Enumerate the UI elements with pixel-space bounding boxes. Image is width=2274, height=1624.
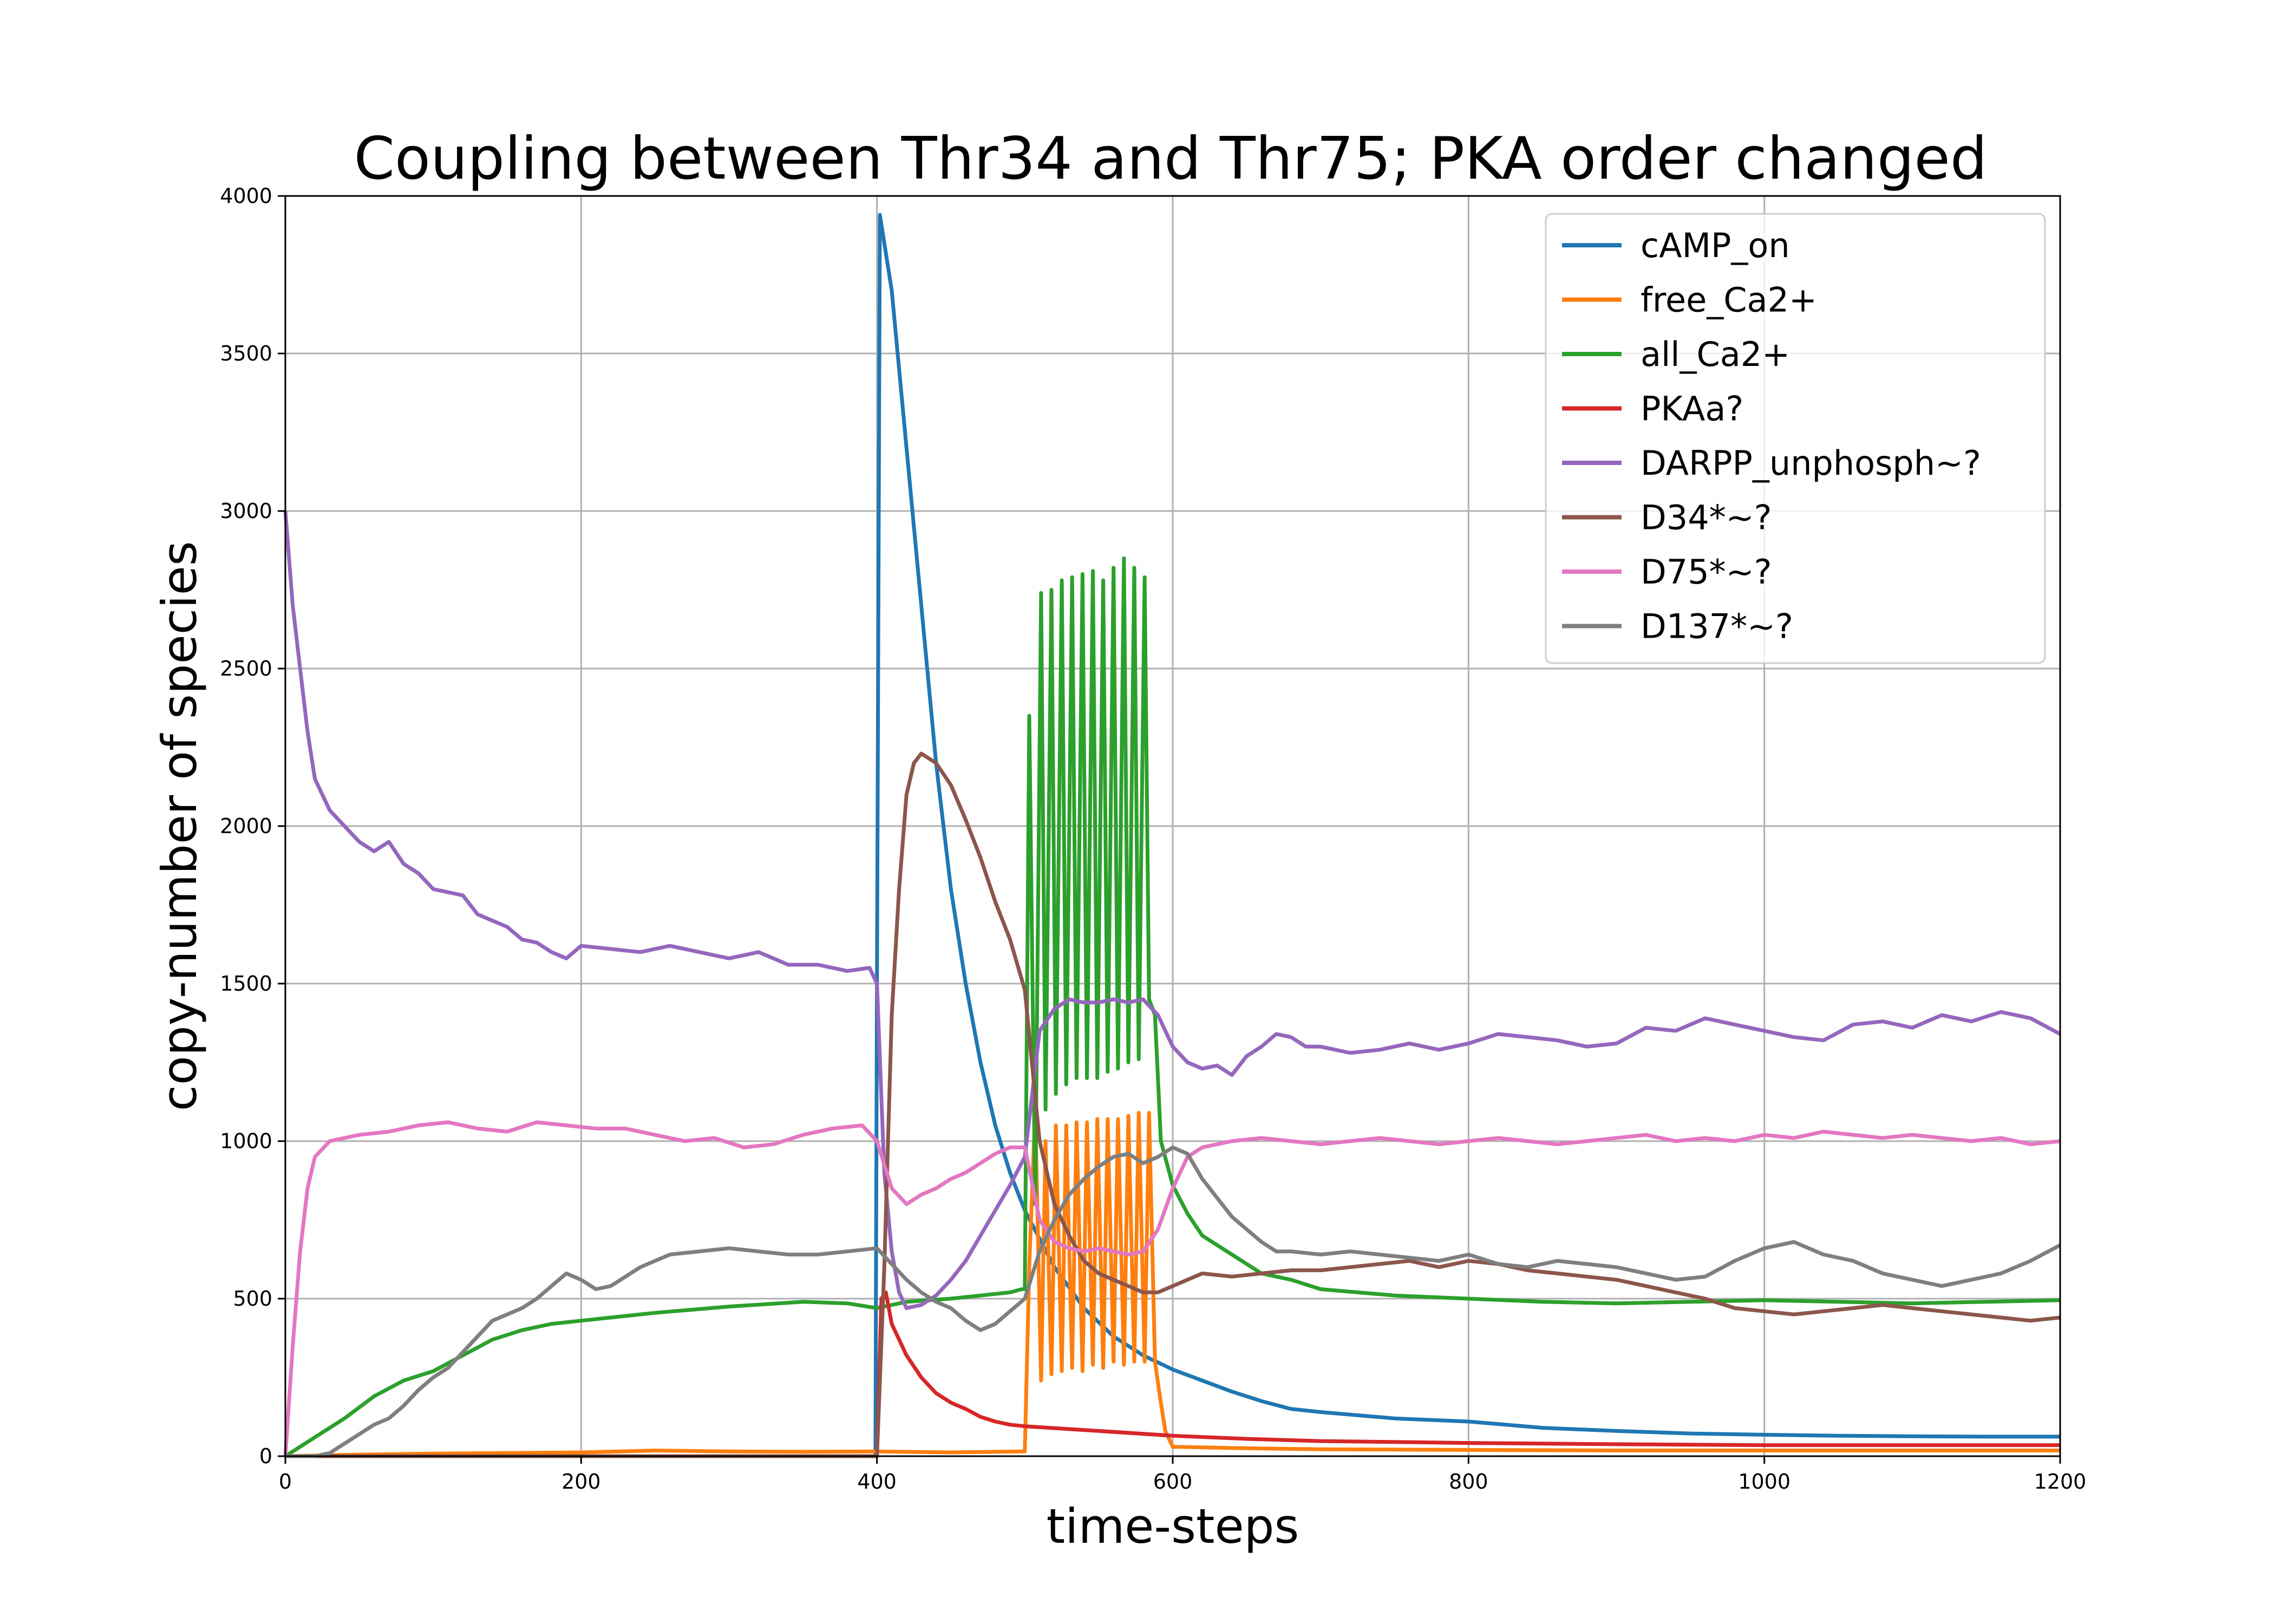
legend-label: all_Ca2+ <box>1641 335 1790 374</box>
y-tick-label: 1000 <box>220 1129 272 1153</box>
legend-label: D137*~? <box>1641 607 1793 646</box>
x-tick-label: 600 <box>1153 1470 1193 1494</box>
x-tick-label: 800 <box>1449 1470 1488 1494</box>
series-line <box>285 1145 2061 1458</box>
y-tick-label: 4000 <box>220 184 272 208</box>
x-tick-label: 400 <box>857 1470 897 1494</box>
legend-label: PKAa? <box>1641 389 1743 429</box>
series-line <box>285 751 2061 1458</box>
x-tick-label: 1200 <box>2034 1470 2087 1494</box>
series-line <box>285 1290 2060 1458</box>
series-line <box>284 556 2061 1458</box>
legend-box <box>1545 213 2046 664</box>
axis-ticks: 0 200 400 600 800 1000 1200 0 500 1000 1500 2000 250… <box>220 184 2086 1494</box>
y-tick-label: 2000 <box>220 814 272 838</box>
series-line <box>283 510 2061 1310</box>
legend-label: D75*~? <box>1641 552 1772 592</box>
x-axis-label: time-steps <box>1047 1498 1299 1554</box>
y-tick-label: 1500 <box>220 972 272 996</box>
series-line <box>285 1108 2060 1458</box>
legend-label: free_Ca2+ <box>1641 280 1817 320</box>
chart-title: Coupling between Thr34 and Thr75; PKA or… <box>354 125 1988 193</box>
legend-label: D34*~? <box>1641 498 1772 538</box>
y-axis-label: copy-number of species <box>152 541 207 1111</box>
x-tick-label: 0 <box>279 1470 292 1494</box>
y-tick-label: 2500 <box>220 657 272 680</box>
x-tick-label: 1000 <box>1738 1470 1791 1494</box>
legend-label: DARPP_unphosph~? <box>1641 443 1981 483</box>
y-tick-label: 0 <box>259 1444 272 1468</box>
y-tick-label: 500 <box>233 1287 272 1311</box>
legend: cAMP_on free_Ca2+ all_Ca2+ PKAa? DARPP_unpho… <box>1545 213 2046 664</box>
x-tick-label: 200 <box>561 1470 601 1494</box>
y-tick-label: 3000 <box>220 499 272 523</box>
y-tick-label: 3500 <box>220 342 272 365</box>
legend-label: cAMP_on <box>1641 226 1790 265</box>
series-lines <box>283 213 2061 1458</box>
series-line <box>283 1120 2061 1457</box>
